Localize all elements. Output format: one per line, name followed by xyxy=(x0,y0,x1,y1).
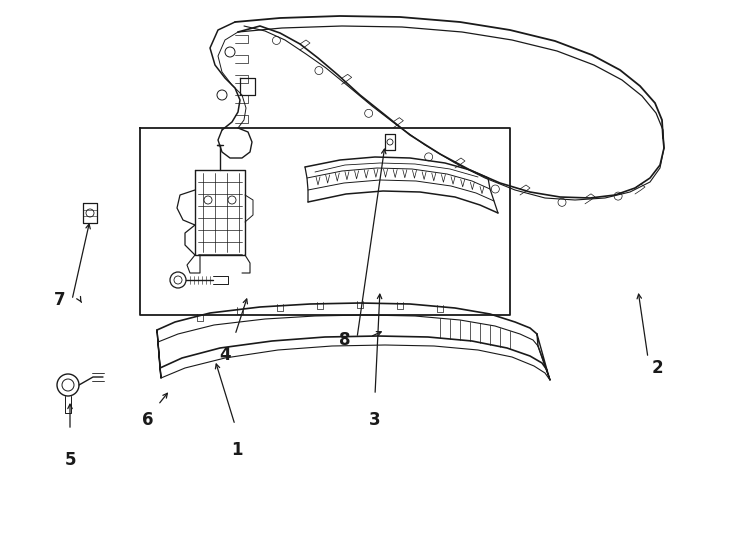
Text: 7: 7 xyxy=(54,291,66,309)
Text: 2: 2 xyxy=(651,359,663,377)
Text: 1: 1 xyxy=(231,441,243,459)
Text: 8: 8 xyxy=(339,331,351,349)
Text: 4: 4 xyxy=(219,346,230,364)
Text: 3: 3 xyxy=(369,411,381,429)
Text: 6: 6 xyxy=(142,411,153,429)
Text: 5: 5 xyxy=(65,451,76,469)
